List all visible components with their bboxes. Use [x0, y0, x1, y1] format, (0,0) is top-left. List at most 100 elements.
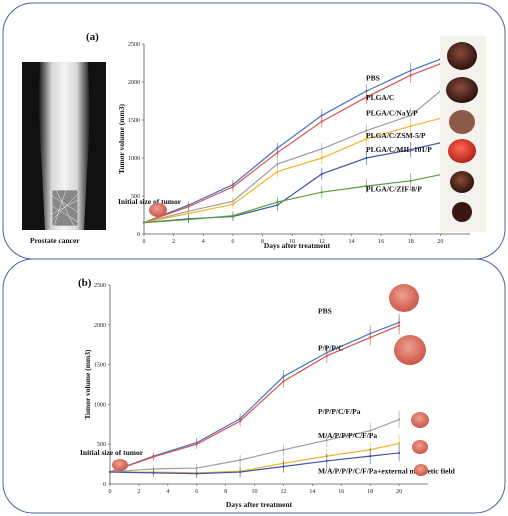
- tumor-photos-b: [389, 284, 429, 476]
- x-tick-label: 4: [166, 489, 169, 495]
- data-point: [238, 420, 242, 423]
- x-tick-label: 16: [378, 239, 384, 245]
- series-label: P/P/P/C: [318, 343, 343, 352]
- data-point: [320, 172, 323, 176]
- tumor-photo-icon: [450, 171, 474, 193]
- series-line: [143, 117, 441, 224]
- y-tick-label: 1000: [94, 402, 106, 408]
- series-line: [143, 90, 441, 224]
- x-tick-label: 0: [143, 239, 146, 245]
- series-label: PLGA/C: [366, 93, 394, 102]
- x-tick-label: 12: [319, 239, 325, 245]
- data-point: [409, 114, 412, 117]
- x-tick-label: 6: [195, 489, 198, 495]
- data-point: [409, 74, 412, 77]
- x-axis-label: Days after treatment: [226, 500, 293, 509]
- chart-b: 0 2 4 6 8 10 12 14 16 18 20 0 500 1000 1500 2000 2500 Day…: [80, 283, 456, 509]
- data-point: [282, 380, 285, 383]
- data-point: [231, 203, 235, 206]
- data-point: [365, 129, 368, 132]
- y-tick-label: 1500: [128, 118, 140, 124]
- x-tick-label: 16: [338, 489, 344, 495]
- series-line: [110, 442, 400, 474]
- data-point: [365, 185, 368, 188]
- data-point: [187, 212, 190, 215]
- y-tick-label: 500: [97, 442, 106, 448]
- data-point: [276, 162, 279, 166]
- series-label: M/A/P/P/P/C/F/Pa: [318, 431, 377, 440]
- data-point: [365, 96, 368, 99]
- data-point: [365, 156, 368, 160]
- x-tick-label: 2: [137, 489, 140, 495]
- series-label: PBS: [318, 307, 332, 316]
- data-point: [142, 221, 146, 224]
- series-line: [109, 325, 400, 473]
- data-point: [238, 470, 242, 474]
- tumor-photo-icon: [394, 335, 426, 365]
- y-axis-label: Tumor volume (mm3): [83, 349, 92, 420]
- tumor-photo-icon: [448, 139, 476, 163]
- data-point: [195, 443, 198, 446]
- data-point: [276, 151, 279, 154]
- data-point: [282, 465, 285, 468]
- x-axis-label: Days after treatment: [264, 241, 331, 250]
- tumor-photo-icon: [449, 110, 475, 134]
- x-tick-label: 6: [231, 239, 234, 245]
- photo-caption: Prostate cancer: [30, 236, 80, 245]
- x-tick-label: 18: [408, 239, 414, 245]
- tumor-photo-icon: [414, 464, 428, 476]
- data-point: [325, 439, 328, 442]
- y-tick-label: 500: [131, 194, 140, 200]
- series-label: PLGA/C/MIL-101/P: [366, 145, 432, 154]
- y-axis-label: Tumor volume (mm3): [117, 104, 126, 175]
- x-tick-label: 14: [309, 489, 315, 495]
- series-line: [143, 58, 441, 224]
- series-label: PBS: [366, 73, 380, 82]
- series-label: M/A/P/P/P/C/F/Pa+external magnetic field: [318, 467, 456, 476]
- data-point: [108, 470, 112, 474]
- initial-tumor-photo-icon: [149, 203, 167, 217]
- tumor-photo-icon: [447, 42, 477, 70]
- y-tick-label: 1000: [128, 156, 140, 162]
- data-point: [397, 324, 401, 327]
- data-point: [282, 448, 285, 451]
- data-point: [409, 124, 412, 128]
- data-point: [369, 429, 372, 432]
- panel-b-frame: [2, 258, 506, 514]
- y-tick-label: 2500: [94, 283, 106, 289]
- data-point: [320, 147, 323, 150]
- y-tick-label: 2000: [94, 323, 106, 329]
- data-point: [152, 471, 155, 474]
- y-tick-label: 0: [137, 232, 140, 238]
- data-point: [369, 455, 372, 458]
- y-tick-label: 2000: [128, 80, 140, 86]
- series-line: [109, 321, 400, 473]
- tumor-photo-icon: [389, 284, 419, 312]
- x-tick-label: 18: [367, 489, 373, 495]
- series-line: [143, 174, 441, 224]
- data-point: [276, 200, 279, 204]
- data-point: [325, 354, 328, 357]
- tumor-photo-icon: [452, 202, 472, 222]
- x-tick-label: 8: [261, 239, 264, 245]
- x-tick-label: 8: [224, 489, 227, 495]
- data-point: [187, 205, 190, 208]
- series-label: P/P/P/C/F/Pa: [318, 407, 361, 416]
- data-point: [325, 459, 328, 463]
- series-label: PLGA/C/ZSM-5/P: [366, 131, 426, 140]
- x-tick-label: 0: [109, 489, 112, 495]
- series-line: [109, 452, 400, 475]
- x-tick-label: 14: [348, 239, 354, 245]
- data-point: [365, 137, 368, 141]
- data-point: [397, 418, 401, 421]
- panel-a-label: (a): [86, 31, 99, 43]
- y-tick-label: 0: [103, 482, 106, 488]
- series-label: PLGA/C/ZIF-8/P: [366, 184, 422, 193]
- data-point: [320, 156, 323, 160]
- data-point: [320, 191, 323, 194]
- data-point: [320, 120, 323, 123]
- x-tick-label: 20: [437, 239, 443, 245]
- series-label: PLGA/C/NaY/P: [366, 108, 418, 117]
- data-point: [409, 179, 412, 182]
